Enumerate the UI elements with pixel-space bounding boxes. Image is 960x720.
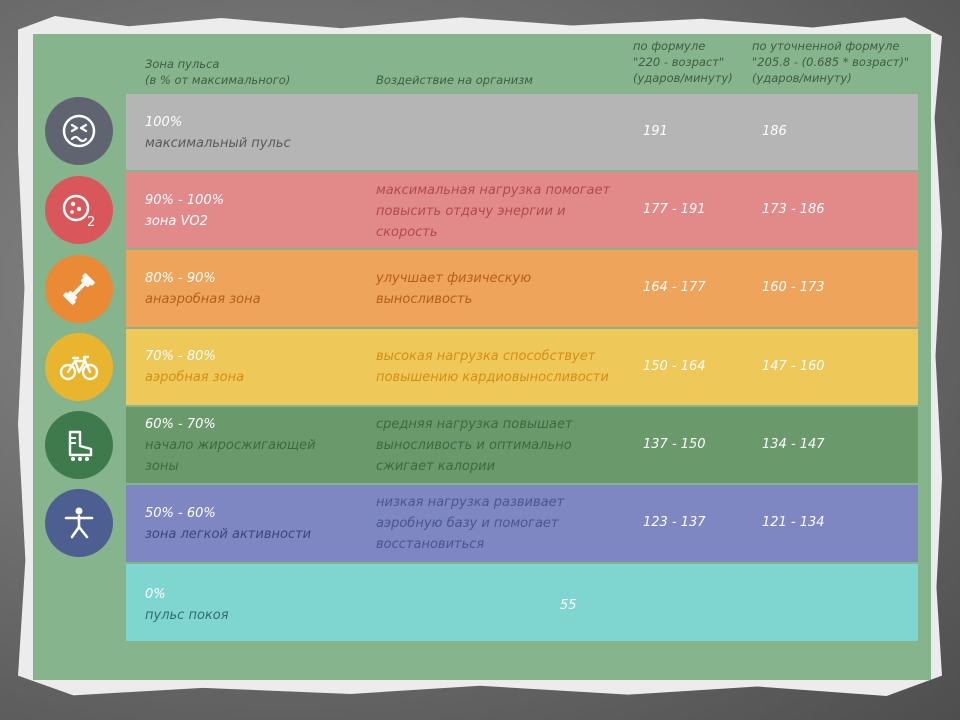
zone-name: максимальный пульс	[145, 136, 291, 151]
zone-percent: 0%	[145, 587, 166, 602]
zone-icon-circle-light	[45, 489, 113, 557]
stretching-person-icon	[64, 507, 94, 539]
formula1-value: 191	[643, 124, 668, 139]
zone-row-vo2	[126, 172, 918, 248]
formula2-value: 186	[762, 124, 787, 139]
formula2-value: 160 - 173	[762, 280, 825, 295]
header-formula1: по формуле "220 - возраст" (ударов/минут…	[633, 38, 733, 86]
zone-row-max	[126, 94, 918, 170]
formula1-value: 137 - 150	[643, 437, 706, 452]
zone-row-light	[126, 485, 918, 562]
header-zone-line1: Зона пульса	[145, 57, 220, 71]
zone-label-max: 100% максимальный пульс	[145, 112, 360, 154]
zone-percent: 90% - 100%	[145, 193, 225, 208]
zone-percent: 80% - 90%	[145, 271, 216, 286]
zone-effect: максимальная нагрузка помогает повысить …	[376, 183, 611, 240]
zone-percent: 70% - 80%	[145, 349, 216, 364]
formula2-value: 121 - 134	[762, 515, 825, 530]
header-formula2-line1: по уточненной формуле	[752, 39, 900, 53]
formula2-value: 147 - 160	[762, 359, 825, 374]
zone-name: зона легкой активности	[145, 527, 312, 542]
zone-icon-circle-max	[45, 97, 113, 165]
zone-effect: низкая нагрузка развивает аэробную базу …	[376, 495, 565, 552]
header-zone: Зона пульса (в % от максимального)	[145, 56, 290, 88]
zone-row-fatburn	[126, 407, 918, 483]
zone-label-vo2: 90% - 100% зона VO2	[145, 190, 360, 232]
zone-row-aerobic	[126, 329, 918, 405]
header-formula1-line3: (ударов/минуту)	[633, 71, 733, 85]
header-formula1-line1: по формуле	[633, 39, 706, 53]
resting-pulse-value: 55	[560, 598, 577, 613]
zone-percent: 100%	[145, 115, 183, 130]
formula2-value: 134 - 147	[762, 437, 825, 452]
bicycle-icon	[59, 355, 99, 381]
formula1-value: 150 - 164	[643, 359, 706, 374]
zone-name: зона VO2	[145, 214, 208, 229]
sneaker-icon	[68, 430, 93, 461]
svg-text:2: 2	[87, 215, 95, 230]
zone-label-fatburn: 60% - 70% начало жиросжигающей зоны	[145, 414, 360, 477]
zone-name: аэробная зона	[145, 370, 245, 385]
dumbbell-icon	[63, 273, 95, 305]
oxygen-o2-icon: 2	[62, 194, 95, 230]
header-formula2-line2: "205.8 - (0.685 * возраст)"	[752, 55, 910, 69]
formula1-value: 123 - 137	[643, 515, 706, 530]
zone-icon-circle-anaerobic	[45, 255, 113, 323]
zone-effect: высокая нагрузка способствует повышению …	[376, 349, 609, 385]
header-effect: Воздействие на организм	[376, 73, 533, 87]
formula2-value: 173 - 186	[762, 202, 825, 217]
formula1-value: 177 - 191	[643, 202, 706, 217]
formula1-value: 164 - 177	[643, 280, 706, 295]
zone-icon-circle-aerobic	[45, 333, 113, 401]
zone-label-aerobic: 70% - 80% аэробная зона	[145, 346, 360, 388]
zone-label-anaerobic: 80% - 90% анаэробная зона	[145, 268, 360, 310]
header-formula2-line3: (ударов/минуту)	[752, 71, 852, 85]
zone-row-anaerobic	[126, 250, 918, 327]
zone-label-rest: 0% пульс покоя	[145, 584, 360, 626]
zone-effect: улучшает физическую выносливость	[376, 271, 532, 307]
zone-label-light: 50% - 60% зона легкой активности	[145, 503, 360, 545]
zone-percent: 60% - 70%	[145, 417, 216, 432]
zone-icon-circle-vo2: 2	[45, 176, 113, 244]
zone-name: анаэробная зона	[145, 292, 261, 307]
header-formula2: по уточненной формуле "205.8 - (0.685 * …	[752, 38, 909, 86]
header-formula1-line2: "220 - возраст"	[633, 55, 725, 69]
zone-name: пульс покоя	[145, 608, 229, 623]
zone-percent: 50% - 60%	[145, 506, 216, 521]
zone-effect: средняя нагрузка повышает выносливость и…	[376, 417, 573, 474]
zone-name: начало жиросжигающей зоны	[145, 438, 316, 474]
zone-icon-circle-fatburn	[45, 411, 113, 479]
dizzy-face-icon	[62, 114, 96, 148]
header-zone-line2: (в % от максимального)	[145, 73, 291, 87]
zone-row-rest	[126, 564, 918, 641]
